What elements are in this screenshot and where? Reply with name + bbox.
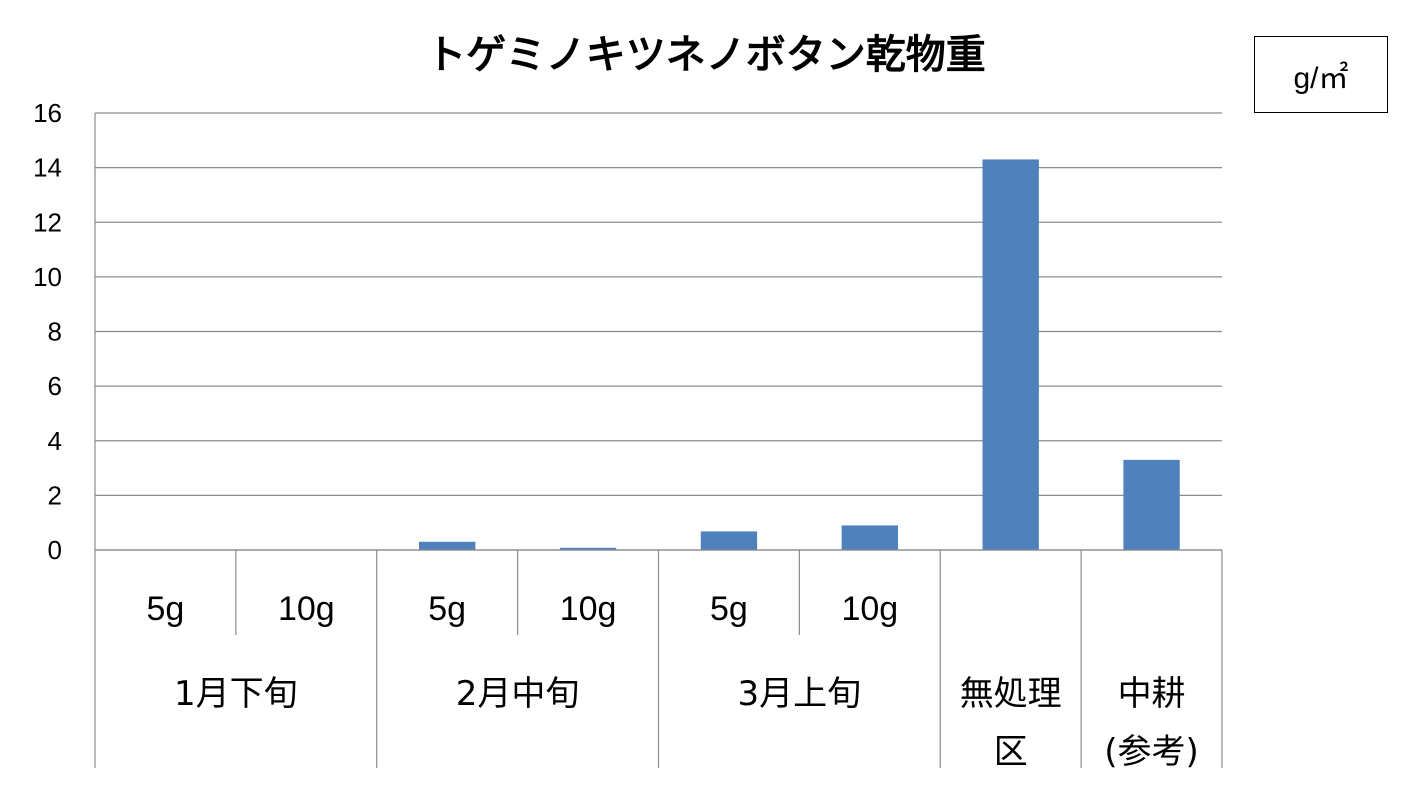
- y-tick-label: 6: [48, 371, 62, 401]
- bars: [419, 159, 1180, 550]
- y-tick-label: 2: [48, 480, 62, 510]
- chart-title: トゲミノキツネノボタン乾物重: [426, 32, 986, 78]
- x-group-label: 無処理: [960, 674, 1062, 714]
- x-group-label: 1月下旬: [174, 674, 298, 714]
- unit-box: g/㎡: [1254, 36, 1388, 113]
- bar: [700, 531, 758, 550]
- y-tick-label: 0: [48, 535, 62, 565]
- unit-label: g/㎡: [1293, 61, 1349, 95]
- x-group-label: 区: [994, 732, 1028, 772]
- bar: [1123, 459, 1180, 550]
- x-group-label: 3月上旬: [738, 674, 862, 714]
- bar: [841, 525, 898, 550]
- x-group-label: 2月中旬: [456, 674, 580, 714]
- y-tick-label: 10: [33, 262, 62, 292]
- gridlines: [95, 112, 1222, 551]
- x-sub-label: 5g: [710, 590, 748, 628]
- y-tick-label: 8: [48, 317, 62, 347]
- x-sub-label: 10g: [560, 590, 617, 628]
- y-tick-label: 12: [33, 207, 62, 237]
- axis-labels: 0 2 4 6 8 10 12 14 16 5g 10g 5g 10g 5g 10g 1月下旬 2月中旬 3月上旬…: [33, 98, 1199, 772]
- y-tick-label: 4: [48, 426, 62, 456]
- x-sub-label: 5g: [428, 590, 466, 628]
- x-group-label: 中耕: [1118, 674, 1186, 714]
- x-sub-label: 5g: [147, 590, 185, 628]
- bar: [559, 547, 617, 550]
- x-group-label: (参考): [1104, 732, 1199, 772]
- bar: [419, 541, 476, 550]
- axes: [94, 113, 1223, 768]
- bar: [982, 159, 1039, 550]
- x-sub-label: 10g: [278, 590, 335, 628]
- y-tick-label: 16: [33, 98, 62, 128]
- x-sub-label: 10g: [841, 590, 898, 628]
- y-tick-label: 14: [33, 153, 62, 183]
